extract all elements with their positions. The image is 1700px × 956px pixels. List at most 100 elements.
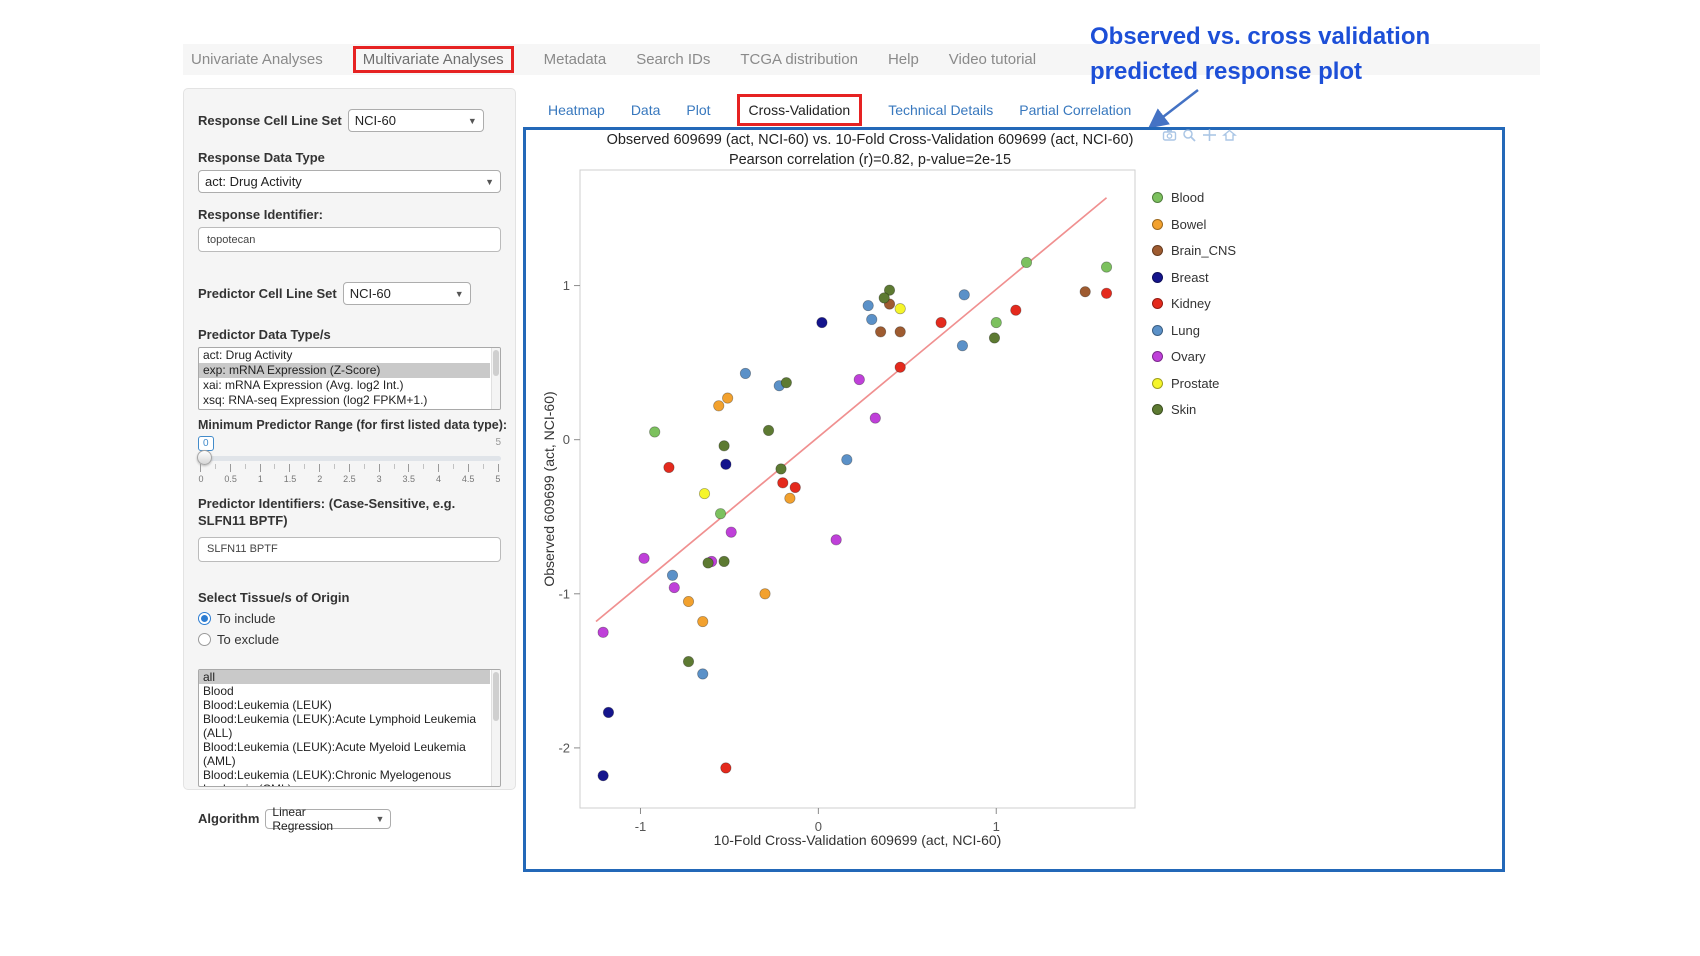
response-data-type-select[interactable]: act: Drug Activity ▼ [198,170,501,193]
legend-item-ovary[interactable]: Ovary [1152,349,1236,364]
data-point-skin[interactable] [775,463,787,475]
zoom-icon[interactable] [1182,128,1197,142]
predictor-data-type-option[interactable]: xai: mRNA Expression (Avg. log2 Int.) [203,378,404,392]
data-point-blood[interactable] [649,426,661,438]
nav-tab-multivariate-analyses[interactable]: Multivariate Analyses [352,46,514,73]
predictor-data-type-option[interactable]: exp: mRNA Expression (Z-Score) [199,363,490,378]
legend-item-skin[interactable]: Skin [1152,402,1236,417]
legend-item-kidney[interactable]: Kidney [1152,296,1236,311]
nav-tab-help[interactable]: Help [887,51,919,68]
data-point-lung[interactable] [958,289,970,301]
data-point-kidney[interactable] [663,461,675,473]
predictor-data-types-listbox[interactable]: act: Drug Activity exp: mRNA Expression (… [198,347,501,410]
data-point-lung[interactable] [739,367,751,379]
data-point-lung[interactable] [841,454,853,466]
nav-tab-univariate-analyses[interactable]: Univariate Analyses [191,51,323,68]
legend-item-prostate[interactable]: Prostate [1152,376,1236,391]
data-point-breast[interactable] [597,770,609,782]
data-point-ovary[interactable] [830,534,842,546]
data-point-blood[interactable] [714,508,727,520]
data-point-skin[interactable] [878,292,890,304]
data-point-skin[interactable] [780,377,792,389]
data-point-brain_cns[interactable] [894,326,906,338]
response-cell-line-set-select[interactable]: NCI-60 ▼ [347,109,484,132]
data-point-skin[interactable] [702,557,714,569]
predictor-data-type-option[interactable]: act: Drug Activity [203,348,293,362]
data-point-blood[interactable] [1100,261,1113,273]
data-point-brain_cns[interactable] [875,326,887,338]
subtab-technical-details[interactable]: Technical Details [888,102,994,118]
data-point-bowel[interactable] [784,492,796,504]
data-point-breast[interactable] [720,458,732,470]
camera-icon[interactable] [1162,128,1177,142]
data-point-ovary[interactable] [853,374,865,386]
data-point-ovary[interactable] [638,552,650,564]
data-point-breast[interactable] [816,317,828,329]
data-point-skin[interactable] [718,555,730,567]
slider-track[interactable] [198,456,501,461]
radio-button-to-include[interactable] [198,611,211,625]
data-point-bowel[interactable] [713,400,725,412]
subtab-data[interactable]: Data [630,102,661,118]
data-point-prostate[interactable] [698,488,711,500]
nav-tab-metadata[interactable]: Metadata [543,51,607,68]
tissue-listbox[interactable]: all Blood Blood:Leukemia (LEUK) Blood:Leuke… [198,668,501,787]
data-point-ovary[interactable] [597,626,609,638]
subtab-partial-correlation[interactable]: Partial Correlation [1019,102,1132,118]
subtab-plot[interactable]: Plot [686,102,711,118]
nav-tab-search-ids[interactable]: Search IDs [636,51,711,68]
tissue-option[interactable]: Blood [203,683,234,698]
min-predictor-range-slider[interactable]: 0 5 0 0.5 1 1.5 2 2.5 3 3.5 4 4.5 5 [197,436,501,488]
tissue-option[interactable]: Blood:Leukemia (LEUK):Acute Lymphoid Leu… [203,711,477,740]
tissue-option[interactable]: all [199,669,490,684]
tissue-option[interactable]: Blood:Leukemia (LEUK) [203,697,332,712]
data-point-skin[interactable] [883,284,896,296]
data-point-blood[interactable] [990,317,1002,329]
nav-tab-video-tutorial[interactable]: Video tutorial [948,51,1037,68]
legend-item-breast[interactable]: Breast [1152,270,1236,285]
data-point-blood[interactable] [1020,256,1033,269]
data-point-bowel[interactable] [722,392,734,404]
data-point-kidney[interactable] [777,477,789,489]
response-identifier-input[interactable] [198,227,501,252]
data-point-kidney[interactable] [720,762,732,774]
data-point-bowel[interactable] [759,588,771,600]
tissue-option[interactable]: Blood:Leukemia (LEUK):Acute Myeloid Leuk… [203,739,466,768]
legend-item-lung[interactable]: Lung [1152,323,1236,338]
data-point-lung[interactable] [866,313,878,326]
data-point-skin[interactable] [718,440,730,452]
data-point-kidney[interactable] [894,361,906,373]
data-point-lung[interactable] [956,340,969,352]
data-point-brain_cns[interactable] [1079,286,1091,298]
pan-icon[interactable] [1202,128,1217,142]
radio-button-to-exclude[interactable] [198,632,211,646]
slider-handle[interactable] [197,450,212,465]
subtab-cross-validation[interactable]: Cross-Validation [736,94,863,126]
data-point-kidney[interactable] [1010,304,1022,316]
predictor-cell-line-set-select[interactable]: NCI-60 ▼ [342,282,471,305]
algorithm-select[interactable]: Linear Regression ▼ [265,805,392,833]
data-point-ovary[interactable] [668,582,680,594]
data-point-kidney[interactable] [789,481,801,494]
data-point-ovary[interactable] [725,526,737,538]
data-point-bowel[interactable] [682,595,695,608]
scrollbar-thumb[interactable] [493,350,499,376]
subtab-heatmap[interactable]: Heatmap [548,102,605,118]
data-point-skin[interactable] [763,424,775,436]
data-point-skin[interactable] [988,332,1001,344]
tissue-option[interactable]: Blood:Leukemia (LEUK):Chronic Myelogenou… [203,767,452,786]
legend-item-brain_cns[interactable]: Brain_CNS [1152,243,1236,258]
legend-item-bowel[interactable]: Bowel [1152,217,1236,232]
predictor-identifiers-input[interactable] [198,536,501,562]
scrollbar-thumb[interactable] [493,671,499,721]
data-point-ovary[interactable] [869,412,881,424]
data-point-lung[interactable] [697,668,709,680]
predictor-data-type-option[interactable]: xsq: RNA-seq Expression (log2 FPKM+1.) [203,393,428,407]
reset-icon[interactable] [1222,128,1237,142]
data-point-kidney[interactable] [935,317,947,329]
listbox-scrollbar[interactable] [491,348,500,409]
data-point-breast[interactable] [602,706,615,719]
data-point-skin[interactable] [682,656,695,668]
data-point-prostate[interactable] [894,303,906,315]
data-point-kidney[interactable] [1100,287,1113,299]
